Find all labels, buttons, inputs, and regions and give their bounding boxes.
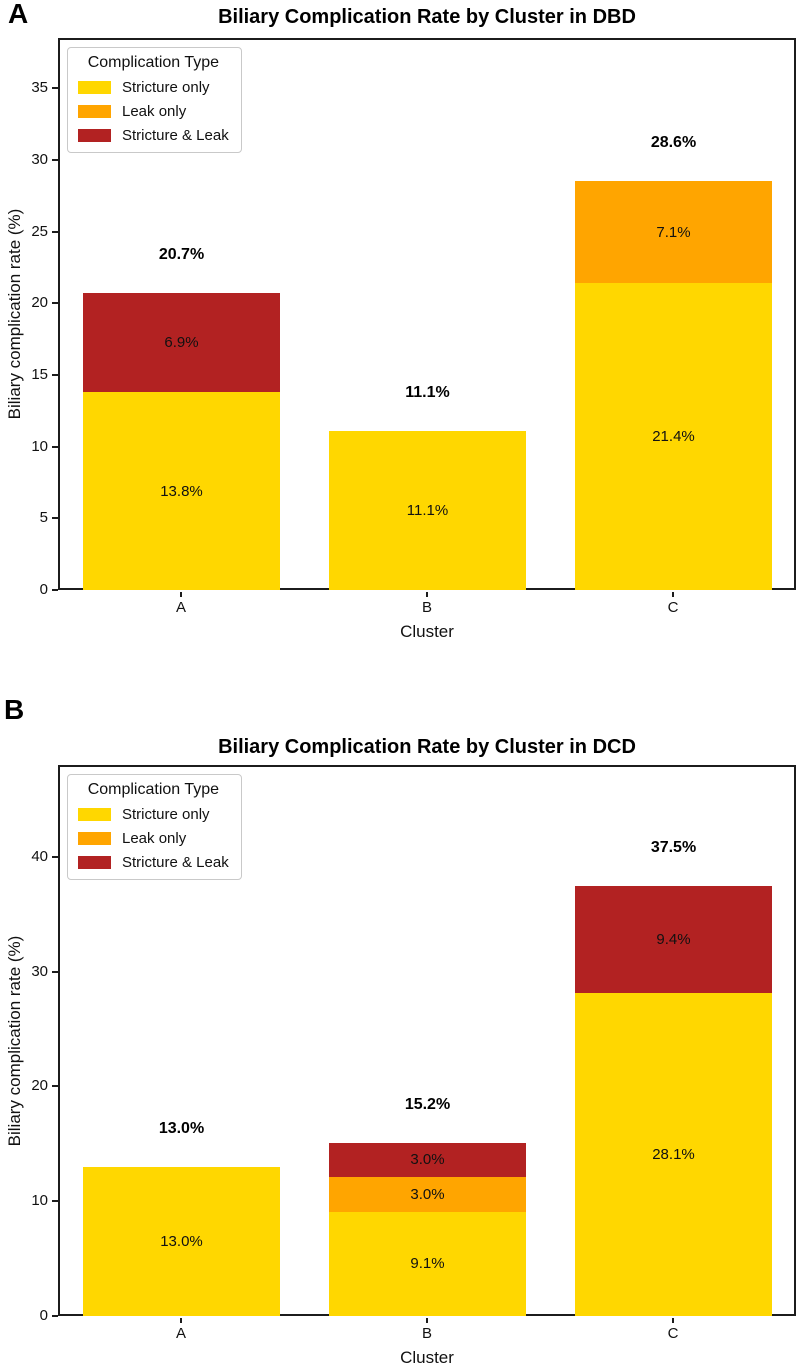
legend-label: Stricture only	[122, 806, 210, 823]
x-tick-mark	[426, 1318, 428, 1323]
bar-segment-stricture-only: 21.4%	[575, 283, 772, 590]
y-tick-label: 5	[39, 509, 48, 527]
y-tick-label: 10	[31, 437, 48, 455]
x-tick-label-cluster-b: B	[421, 1325, 432, 1342]
legend: Complication Type Stricture only Leak only…	[67, 47, 242, 153]
legend-item: Leak only	[78, 830, 229, 847]
x-tick-mark	[180, 592, 182, 597]
y-tick-label: 20	[31, 1077, 48, 1095]
y-tick-mark	[52, 1085, 58, 1088]
bar-segment-stricture-leak: 3.0%	[329, 1142, 526, 1178]
chart-title: Biliary Complication Rate by Cluster in …	[218, 736, 636, 758]
x-tick-label-cluster-b: B	[421, 599, 432, 616]
legend-swatch-icon	[78, 856, 111, 869]
y-tick-mark	[52, 1200, 58, 1203]
x-tick-label-cluster-c: C	[667, 1325, 679, 1342]
segment-value-label: 13.8%	[160, 482, 203, 500]
x-tick-mark	[426, 592, 428, 597]
bar-segment-stricture-leak: 6.9%	[83, 293, 280, 393]
y-tick-label: 0	[39, 581, 48, 598]
bar-total-label: 13.0%	[158, 1119, 205, 1137]
bar-segment-stricture-only: 13.8%	[83, 392, 280, 590]
legend-swatch-icon	[78, 129, 111, 142]
y-tick-mark	[52, 302, 58, 305]
legend: Complication Type Stricture only Leak only…	[67, 774, 242, 880]
segment-value-label: 7.1%	[656, 223, 691, 241]
legend-label: Leak only	[122, 830, 187, 847]
y-tick-mark	[52, 373, 58, 376]
x-tick-mark	[672, 592, 674, 597]
y-tick-mark	[52, 87, 58, 90]
segment-value-label: 3.0%	[410, 1151, 445, 1169]
y-tick-mark	[52, 855, 58, 858]
bar-segment-stricture-only: 9.1%	[329, 1211, 526, 1316]
legend-label: Stricture only	[122, 79, 210, 96]
segment-value-label: 6.9%	[164, 334, 199, 352]
segment-value-label: 21.4%	[652, 428, 695, 446]
bar-segment-stricture-only: 13.0%	[83, 1166, 280, 1316]
legend-label: Stricture & Leak	[122, 127, 229, 144]
bar-segment-stricture-only: 28.1%	[575, 993, 772, 1316]
x-tick-mark	[180, 1318, 182, 1323]
y-tick-label: 0	[39, 1307, 48, 1324]
legend-swatch-icon	[78, 105, 111, 118]
legend-title: Complication Type	[87, 54, 220, 71]
legend-item: Stricture only	[78, 79, 229, 96]
y-tick-mark	[52, 970, 58, 973]
segment-value-label: 9.4%	[656, 930, 691, 948]
segment-value-label: 28.1%	[652, 1146, 695, 1164]
bar-total-label: 28.6%	[650, 134, 697, 152]
y-tick-mark	[52, 589, 58, 591]
legend-label: Leak only	[122, 103, 187, 120]
y-tick-mark	[52, 230, 58, 233]
segment-value-label: 3.0%	[410, 1185, 445, 1203]
legend-item: Stricture only	[78, 806, 229, 823]
legend-item: Stricture & Leak	[78, 127, 229, 144]
y-tick-label: 30	[31, 962, 48, 980]
bar-total-label: 20.7%	[158, 246, 205, 264]
y-tick-mark	[52, 1315, 58, 1317]
legend-item: Stricture & Leak	[78, 854, 229, 871]
y-tick-mark	[52, 445, 58, 448]
legend-swatch-icon	[78, 832, 111, 845]
y-tick-label: 20	[31, 294, 48, 312]
chart-title: Biliary Complication Rate by Cluster in …	[218, 6, 636, 28]
segment-value-label: 9.1%	[410, 1255, 445, 1273]
y-tick-label: 35	[31, 79, 48, 97]
legend-item: Leak only	[78, 103, 229, 120]
y-tick-label: 25	[31, 222, 48, 240]
legend-label: Stricture & Leak	[122, 854, 229, 871]
legend-title: Complication Type	[87, 781, 220, 798]
panel-letter: B	[4, 694, 25, 725]
y-tick-label: 40	[31, 847, 48, 865]
x-tick-mark	[672, 1318, 674, 1323]
segment-value-label: 11.1%	[406, 501, 449, 519]
y-axis-label: Biliary complication rate (%)	[5, 208, 24, 420]
bar-segment-leak-only: 3.0%	[329, 1177, 526, 1212]
legend-swatch-icon	[78, 808, 111, 821]
y-tick-label: 15	[31, 365, 48, 383]
bar-segment-stricture-leak: 9.4%	[575, 885, 772, 994]
bar-total-label: 11.1%	[405, 383, 450, 401]
x-axis-label: Cluster	[400, 1348, 454, 1367]
y-tick-mark	[52, 517, 58, 520]
x-tick-label-cluster-a: A	[175, 599, 186, 616]
bar-segment-leak-only: 7.1%	[575, 181, 772, 284]
y-tick-mark	[52, 158, 58, 161]
panel-letter: A	[8, 0, 29, 29]
bar-segment-stricture-only: 11.1%	[329, 430, 526, 590]
legend-swatch-icon	[78, 81, 111, 94]
x-axis-label: Cluster	[400, 622, 454, 641]
x-tick-label-cluster-c: C	[667, 599, 679, 616]
segment-value-label: 13.0%	[160, 1232, 203, 1250]
bar-total-label: 37.5%	[650, 838, 697, 856]
x-tick-label-cluster-a: A	[175, 1325, 186, 1342]
y-tick-label: 10	[31, 1192, 48, 1210]
y-tick-label: 30	[31, 150, 48, 168]
bar-total-label: 15.2%	[404, 1095, 451, 1113]
